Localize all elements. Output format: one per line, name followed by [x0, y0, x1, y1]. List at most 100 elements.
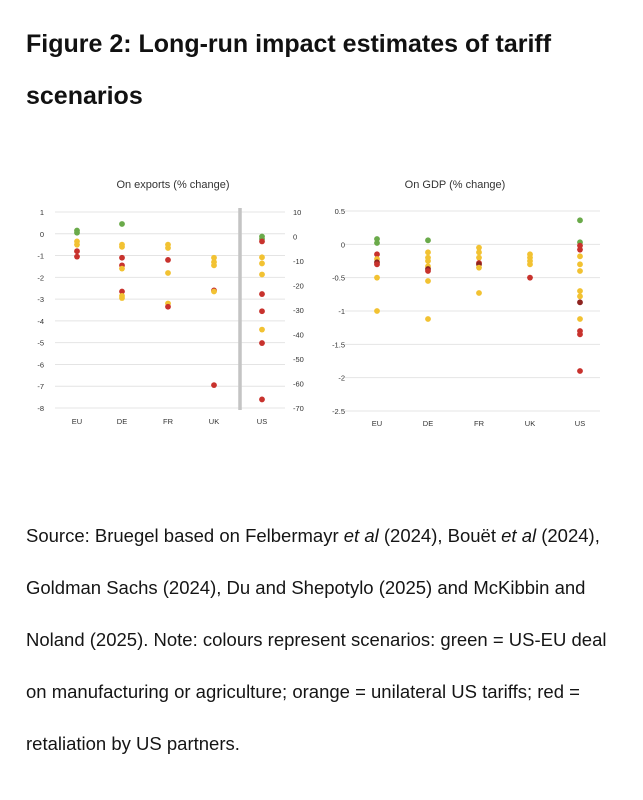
x-tick-label: FR [163, 417, 174, 426]
data-point-eu-orange [74, 241, 80, 248]
data-point-eu-red [374, 251, 380, 258]
data-point-eu-orange [374, 274, 380, 281]
y-tick-label: -6 [37, 360, 44, 369]
data-point-de-red [119, 288, 125, 295]
x-tick-label: UK [209, 417, 219, 426]
data-point-us-green [577, 217, 583, 224]
y2-tick-label: -30 [293, 306, 304, 315]
data-point-eu-green [374, 236, 380, 242]
data-point-de-orange [119, 295, 125, 301]
y-tick-label: 0 [40, 230, 44, 239]
gdp-chart: On GDP (% change) 0.5 0 -0.5 -1 -1.5 -2 -2.5 EU D… [332, 179, 600, 428]
data-point-us-red [259, 396, 265, 403]
y2-tick-label: -60 [293, 380, 304, 389]
source-text-3: (2024), Goldman Sachs (2024), Du and She… [26, 525, 607, 754]
source-italic-2: et al [501, 525, 537, 546]
data-point-de-orange [425, 278, 431, 284]
source-text-1: Source: Bruegel based on Felbermayr [26, 525, 344, 546]
data-point-fr-orange [476, 290, 482, 296]
data-point-us-red [577, 242, 583, 249]
data-point-fr-red [165, 257, 171, 263]
y-tick-label: -1 [37, 252, 44, 261]
data-point-eu-green [374, 240, 380, 246]
data-point-eu-orange [374, 308, 380, 314]
data-point-fr-orange [476, 244, 482, 251]
data-point-eu-red [374, 261, 380, 268]
y-tick-label: -2 [37, 273, 44, 282]
data-point-eu-green [74, 229, 80, 236]
data-point-uk-orange [211, 254, 217, 261]
data-point-us-red [259, 308, 265, 315]
data-point-de-red [119, 254, 125, 261]
figure-title: Figure 2: Long-run impact estimates of t… [26, 30, 552, 110]
y-tick-label: -5 [37, 339, 44, 348]
y-tick-label: -1.5 [332, 340, 345, 349]
data-point-us-orange [577, 253, 583, 260]
data-point-us-red [259, 291, 265, 297]
y-tick-label: -8 [37, 404, 44, 413]
data-point-de-orange [119, 243, 125, 250]
data-point-de-red [425, 268, 431, 274]
data-point-de-orange [425, 316, 431, 322]
data-point-fr-orange [165, 270, 171, 276]
y-tick-label: -7 [37, 382, 44, 391]
x-tick-label: UK [525, 419, 535, 428]
data-point-us-orange [577, 268, 583, 274]
chart-title: On GDP (% change) [405, 179, 506, 191]
source-note: Source: Bruegel based on Felbermayr et a… [26, 510, 626, 770]
data-point-de-orange [425, 258, 431, 264]
y-tick-label: -1 [338, 307, 345, 316]
data-point-de-green [119, 221, 125, 227]
data-point-fr-orange [476, 254, 482, 261]
data-point-us-red [259, 238, 265, 245]
charts-figure: On exports (% change)10-1-2-3-4-5-6-7-81… [37, 179, 600, 428]
data-point-us-orange [577, 316, 583, 322]
data-point-us-darkred [577, 299, 583, 306]
data-point-uk-orange [527, 261, 533, 268]
y2-tick-label: -20 [293, 282, 304, 291]
source-text-2: (2024), Bouët [378, 525, 502, 546]
data-point-de-green [425, 237, 431, 244]
y-tick-label: 1 [40, 208, 44, 217]
x-tick-label: FR [474, 419, 485, 428]
source-italic-1: et al [343, 525, 379, 546]
data-point-us-red [259, 340, 265, 346]
data-point-us-orange [577, 261, 583, 268]
data-point-us-red [577, 368, 583, 374]
data-point-uk-orange [211, 262, 217, 269]
x-tick-label: US [257, 417, 267, 426]
y-tick-label: -2.5 [332, 407, 345, 416]
data-point-us-red [577, 331, 583, 338]
x-tick-label: US [575, 419, 585, 428]
y-tick-label: -3 [37, 295, 44, 304]
data-point-us-red [577, 246, 583, 253]
chart-title: On exports (% change) [116, 179, 229, 191]
data-point-fr-orange [476, 264, 482, 271]
data-point-uk-orange [211, 288, 217, 295]
data-point-us-orange [259, 254, 265, 261]
data-point-us-orange [259, 326, 265, 333]
y-tick-label: -2 [338, 374, 345, 383]
y-tick-label: 0 [341, 240, 345, 249]
data-point-us-orange [577, 288, 583, 294]
y-tick-label: 0.5 [335, 207, 345, 216]
data-point-uk-red [211, 382, 217, 389]
x-tick-label: DE [423, 419, 433, 428]
y2-tick-label: -70 [293, 404, 304, 413]
x-tick-label: EU [372, 419, 382, 428]
y-tick-label: -0.5 [332, 274, 345, 283]
data-point-fr-orange [165, 245, 171, 251]
data-point-eu-red [74, 248, 80, 255]
data-point-eu-red [74, 253, 80, 260]
exports-chart: On exports (% change)10-1-2-3-4-5-6-7-81… [37, 179, 304, 426]
y2-tick-label: -10 [293, 257, 304, 266]
y2-tick-label: 0 [293, 233, 297, 242]
y-tick-label: -4 [37, 317, 44, 326]
data-point-de-orange [425, 249, 431, 256]
data-point-uk-red [527, 274, 533, 281]
data-point-us-orange [259, 260, 265, 267]
data-point-us-orange [259, 271, 265, 278]
x-tick-label: DE [117, 417, 127, 426]
data-point-fr-orange [476, 249, 482, 256]
x-tick-label: EU [72, 417, 82, 426]
